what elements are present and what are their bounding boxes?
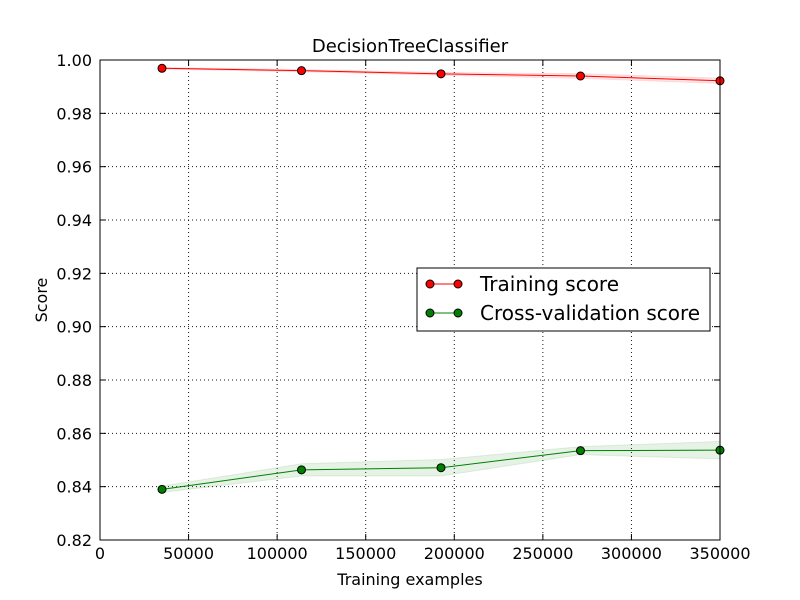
y-tick-label: 0.90 <box>56 318 92 337</box>
y-tick-label: 0.94 <box>56 211 92 230</box>
x-tick-label: 150000 <box>335 544 396 563</box>
y-tick-label: 1.00 <box>56 51 92 70</box>
legend-marker-training <box>425 279 435 289</box>
x-tick-label: 300000 <box>601 544 662 563</box>
point-cv <box>576 446 585 456</box>
y-tick-label: 0.98 <box>56 104 92 123</box>
point-training <box>297 66 306 76</box>
y-tick-label: 0.96 <box>56 158 92 177</box>
y-tick-label: 0.82 <box>56 531 92 550</box>
plot-frame <box>99 59 721 541</box>
x-tick-label: 250000 <box>512 544 573 563</box>
y-tick-label: 0.92 <box>56 264 92 283</box>
point-cv <box>436 463 446 473</box>
x-tick-label: 350000 <box>689 544 750 563</box>
point-training <box>436 69 446 79</box>
x-tick-label: 200000 <box>424 544 485 563</box>
x-tick-label: 50000 <box>163 544 214 563</box>
legend-marker-cv-2 <box>453 308 463 318</box>
point-training <box>576 71 585 81</box>
point-training <box>157 63 167 73</box>
point-cv <box>157 484 167 494</box>
x-axis-label: Training examples <box>336 570 482 589</box>
y-tick-label: 0.84 <box>56 478 92 497</box>
legend: Training score Cross-validation score <box>416 267 711 332</box>
legend-marker-cv <box>425 308 435 318</box>
series-points <box>157 63 725 494</box>
legend-label-training: Training score <box>479 272 619 296</box>
legend-box <box>416 267 711 332</box>
chart-title: DecisionTreeClassifier <box>312 36 509 57</box>
y-tick-label: 0.86 <box>56 424 92 443</box>
legend-marker-training-2 <box>453 279 463 289</box>
x-tick-label: 100000 <box>247 544 308 563</box>
point-cv <box>297 465 306 475</box>
y-tick-label: 0.88 <box>56 371 92 390</box>
y-axis-label: Score <box>32 278 51 323</box>
x-tick-label: 0 <box>95 544 105 563</box>
legend-label-cv: Cross-validation score <box>480 301 700 325</box>
axis-ticks: 0 50000 100000 150000 200000 250000 300000 3500… <box>56 51 750 563</box>
